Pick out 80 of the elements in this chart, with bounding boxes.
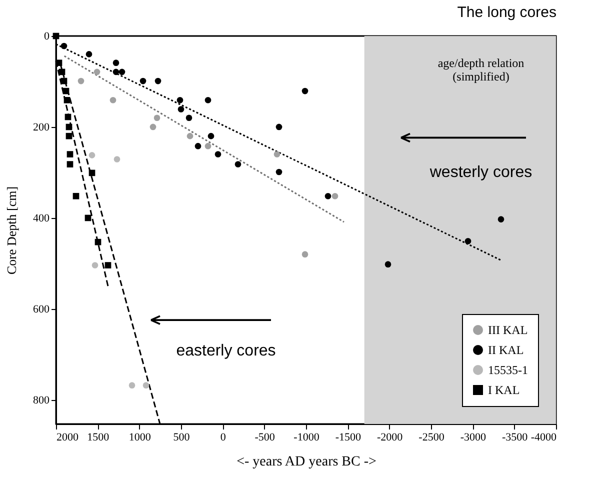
point (112, 60, 120, 66)
point (58, 68, 66, 76)
annotation: age/depth relation (438, 56, 524, 70)
point (88, 170, 96, 176)
x-tick-label: 1500 (87, 432, 110, 444)
point (464, 238, 472, 244)
x-tick-label: -1500 (335, 432, 362, 444)
point (234, 161, 242, 168)
x-tick-label: 500 (173, 432, 190, 444)
point (186, 114, 192, 122)
point (66, 124, 72, 130)
point (204, 96, 212, 104)
legend-label: 15535-1 (488, 363, 528, 377)
y-tick-label: 0 (44, 30, 50, 42)
point (84, 214, 92, 222)
point (64, 96, 70, 104)
point (62, 88, 70, 94)
point (208, 132, 214, 140)
point (204, 142, 212, 150)
point (66, 151, 74, 158)
point (118, 68, 126, 76)
point (128, 382, 136, 388)
annotation: westerly cores (428, 164, 532, 181)
y-axis-title: Core Depth [cm] (4, 186, 19, 275)
point (142, 382, 150, 388)
point (214, 151, 222, 158)
point (324, 192, 332, 200)
point (498, 216, 504, 222)
point (276, 168, 282, 176)
point (186, 132, 194, 140)
annotation: easterly cores (176, 342, 276, 360)
legend-label: I KAL (488, 383, 520, 397)
point (72, 192, 80, 200)
x-tick-label: -1000 (294, 432, 320, 444)
x-tick-label: -3500 (502, 432, 528, 444)
point (94, 68, 100, 76)
x-tick-label: -500 (254, 432, 276, 444)
point (332, 192, 338, 200)
point (104, 262, 112, 268)
point (178, 106, 184, 112)
x-tick-label: -4000 (530, 432, 557, 444)
point (86, 51, 92, 58)
point (140, 78, 146, 84)
point (94, 238, 102, 246)
y-tick-label: 400 (33, 212, 50, 224)
x-tick-label: -2000 (376, 432, 404, 444)
legend-label: II KAL (488, 343, 524, 357)
point (154, 114, 160, 122)
point (114, 156, 120, 162)
point (274, 151, 280, 158)
point (276, 124, 282, 130)
point (384, 261, 392, 268)
point (302, 88, 308, 94)
point (60, 42, 68, 50)
point (112, 68, 120, 76)
y-tick-label: 200 (33, 121, 50, 134)
point (60, 78, 68, 84)
point (66, 132, 72, 140)
point (194, 142, 202, 150)
point (154, 78, 162, 84)
point (110, 96, 116, 104)
x-tick-label: 1000 (128, 432, 152, 444)
point (176, 96, 184, 104)
y-tick-label: 600 (33, 303, 50, 316)
x-axis-title: <- years AD years BC -> (236, 454, 377, 470)
legend-label: III KAL (488, 323, 528, 337)
point (150, 124, 156, 130)
point (64, 114, 72, 120)
x-tick-label: -2500 (418, 432, 445, 444)
point (88, 152, 96, 158)
point (92, 262, 98, 268)
x-tick-label: 2000 (56, 432, 79, 444)
point (302, 251, 308, 258)
y-tick-label: 800 (33, 394, 50, 406)
point (66, 161, 74, 168)
x-tick-label: -3000 (460, 432, 486, 444)
x-tick-label: 0 (220, 432, 226, 444)
chart-title: The long cores (457, 4, 556, 21)
point (78, 78, 84, 84)
annotation: (simplified) (452, 70, 510, 84)
